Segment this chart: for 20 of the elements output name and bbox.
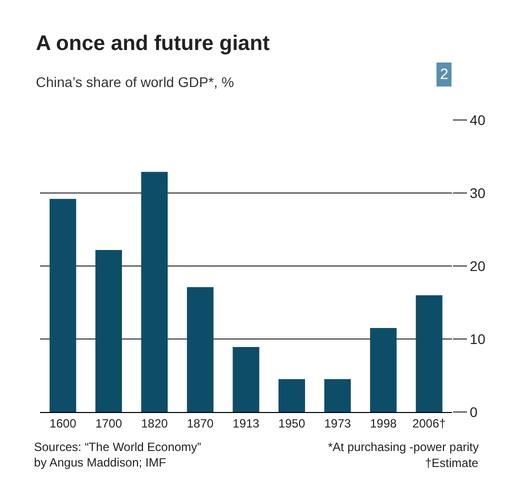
text: 2 (440, 66, 448, 83)
x-tick-label: 1973 (324, 416, 352, 430)
x-tick-label: 1998 (370, 416, 397, 430)
y-tick-label: 20 (470, 258, 486, 274)
x-tick-label: 1700 (95, 416, 122, 430)
x-tick-label: 1870 (186, 416, 214, 430)
x-tick-label: 2006† (412, 416, 446, 430)
y-tick-label: 0 (470, 404, 478, 420)
x-tick-label: 1913 (232, 416, 260, 430)
x-tick-label: 1820 (141, 416, 168, 430)
x-tick-label: 1600 (50, 416, 77, 430)
x-tick-label: 1950 (278, 416, 306, 430)
text: †Estimate (425, 456, 479, 470)
source-note: Sources: “The World Economy” by Angus Maddison; IMF (34, 440, 202, 470)
y-tick-label: 30 (470, 184, 486, 201)
y-tick-label: 40 (470, 112, 486, 128)
chart-title: A once and future giant (36, 32, 270, 55)
chart-subtitle: China’s share of world GDP*, % (36, 74, 234, 90)
y-tick-label: 10 (470, 330, 486, 347)
text: *At purchasing -power parity (328, 440, 479, 454)
